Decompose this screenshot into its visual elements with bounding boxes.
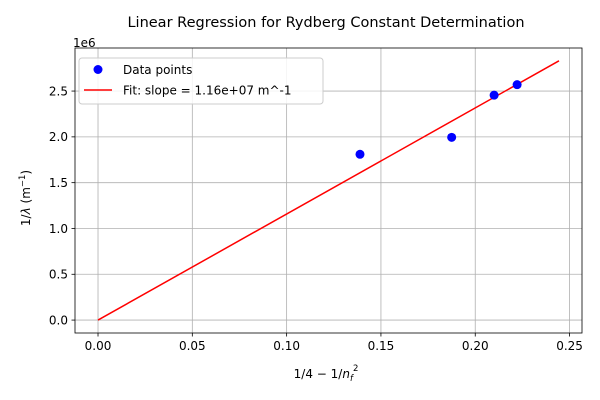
- legend-label-data-points: Data points: [123, 63, 192, 77]
- chart-title: Linear Regression for Rydberg Constant D…: [127, 15, 524, 31]
- data-point: [447, 132, 457, 142]
- legend-marker-data-points: [93, 65, 103, 74]
- y-tick-label: 1.5: [49, 176, 68, 190]
- y-tick-label: 2.0: [49, 130, 68, 144]
- series-layer: [97, 60, 560, 321]
- y-axis-offset-label: 1e6: [73, 36, 96, 50]
- y-tick-label: 1.0: [49, 222, 68, 236]
- x-tick-label: 0.10: [273, 339, 300, 353]
- x-tick-label: 0.05: [179, 339, 206, 353]
- legend-label-fit-line: Fit: slope = 1.16e+07 m^-1: [123, 84, 292, 98]
- plot-frame: [74, 47, 583, 334]
- y-tick-label: 0.0: [49, 313, 68, 327]
- legend: Data points Fit: slope = 1.16e+07 m^-1: [78, 57, 324, 105]
- data-point: [355, 149, 365, 159]
- x-tick-label: 0.00: [85, 339, 112, 353]
- grid-lines: [75, 48, 582, 333]
- x-tick-label: 0.20: [462, 339, 489, 353]
- data-point: [512, 80, 522, 90]
- fit-line: [97, 60, 560, 321]
- x-tick-label: 0.25: [556, 339, 583, 353]
- y-tick-label: 2.5: [49, 84, 68, 98]
- x-tick-label: 0.15: [368, 339, 395, 353]
- data-point: [489, 90, 499, 100]
- legend-box: [78, 57, 324, 105]
- x-axis-label: 1/4 − 1/nf2: [294, 364, 359, 384]
- axis-ticks: 0.00 0.05 0.10 0.15 0.20 0.25 0.0 0.5 1.0 1.5 2.0 2…: [49, 84, 583, 353]
- y-tick-label: 0.5: [49, 268, 68, 282]
